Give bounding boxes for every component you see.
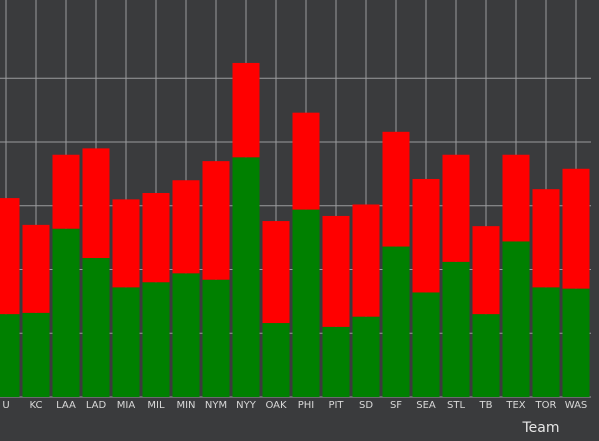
bar-top-segment [202, 161, 230, 280]
bar-bottom-segment [502, 241, 530, 397]
bar-top-segment [562, 168, 590, 289]
x-tick-label: NYY [236, 400, 257, 411]
bar-top-segment [502, 154, 530, 242]
bar-bottom-segment [532, 287, 560, 397]
bar-bottom-segment [472, 314, 500, 397]
x-tick-label: TB [479, 400, 493, 411]
bar-bottom-segment [562, 288, 590, 397]
bar-bottom-segment [82, 258, 110, 397]
x-tick-label: MIN [176, 400, 195, 411]
bar-top-segment [82, 148, 110, 259]
x-tick-label: PHI [298, 400, 315, 411]
bar-top-segment [172, 180, 200, 274]
x-tick-label: MIL [147, 400, 165, 411]
x-tick-label: NYM [205, 400, 227, 411]
bar-bottom-segment [442, 261, 470, 397]
bar-bottom-segment [292, 209, 320, 397]
x-tick-label: KC [30, 400, 43, 411]
bar-bottom-segment [412, 292, 440, 397]
x-tick-label: LAA [56, 400, 76, 411]
bar-top-segment [232, 62, 260, 158]
bars [0, 62, 590, 397]
bar-bottom-segment [382, 246, 410, 397]
bar-top-segment [472, 226, 500, 315]
bar-top-segment [22, 224, 50, 313]
bar-bottom-segment [0, 314, 20, 397]
bar-top-segment [112, 199, 140, 288]
bar-bottom-segment [142, 282, 170, 397]
x-tick-label: TEX [505, 400, 525, 411]
x-tick-labels: U KC LAA LAD MIA MIL MIN NYM NYY OAK PHI PIT SD SF SEA… [2, 400, 587, 411]
x-tick-label: WAS [565, 400, 588, 411]
bar-bottom-segment [322, 326, 350, 397]
bar-top-segment [322, 215, 350, 327]
bar-top-segment [292, 112, 320, 210]
x-tick-label: SEA [416, 400, 436, 411]
bar-bottom-segment [112, 287, 140, 397]
bar-bottom-segment [262, 323, 290, 397]
bar-top-segment [0, 198, 20, 315]
bar-top-segment [262, 221, 290, 324]
bar-bottom-segment [22, 312, 50, 397]
x-tick-label: SF [390, 400, 402, 411]
bar-bottom-segment [52, 228, 80, 397]
x-tick-label: LAD [86, 400, 107, 411]
x-tick-label: U [2, 400, 9, 411]
x-tick-label: OAK [265, 400, 287, 411]
bar-top-segment [532, 189, 560, 288]
x-tick-label: PIT [328, 400, 344, 411]
bar-bottom-segment [172, 273, 200, 397]
bar-top-segment [142, 193, 170, 283]
bar-top-segment [442, 154, 470, 262]
x-tick-label: MIA [117, 400, 136, 411]
x-tick-label: STL [447, 400, 465, 411]
bar-bottom-segment [202, 279, 230, 397]
bar-top-segment [412, 178, 440, 293]
x-tick-label: SD [359, 400, 373, 411]
bar-bottom-segment [352, 316, 380, 397]
bar-top-segment [52, 154, 80, 229]
bar-top-segment [382, 131, 410, 247]
x-axis-label: Team [521, 420, 559, 436]
x-tick-label: TOR [535, 400, 557, 411]
bar-top-segment [352, 204, 380, 317]
bar-bottom-segment [232, 157, 260, 397]
